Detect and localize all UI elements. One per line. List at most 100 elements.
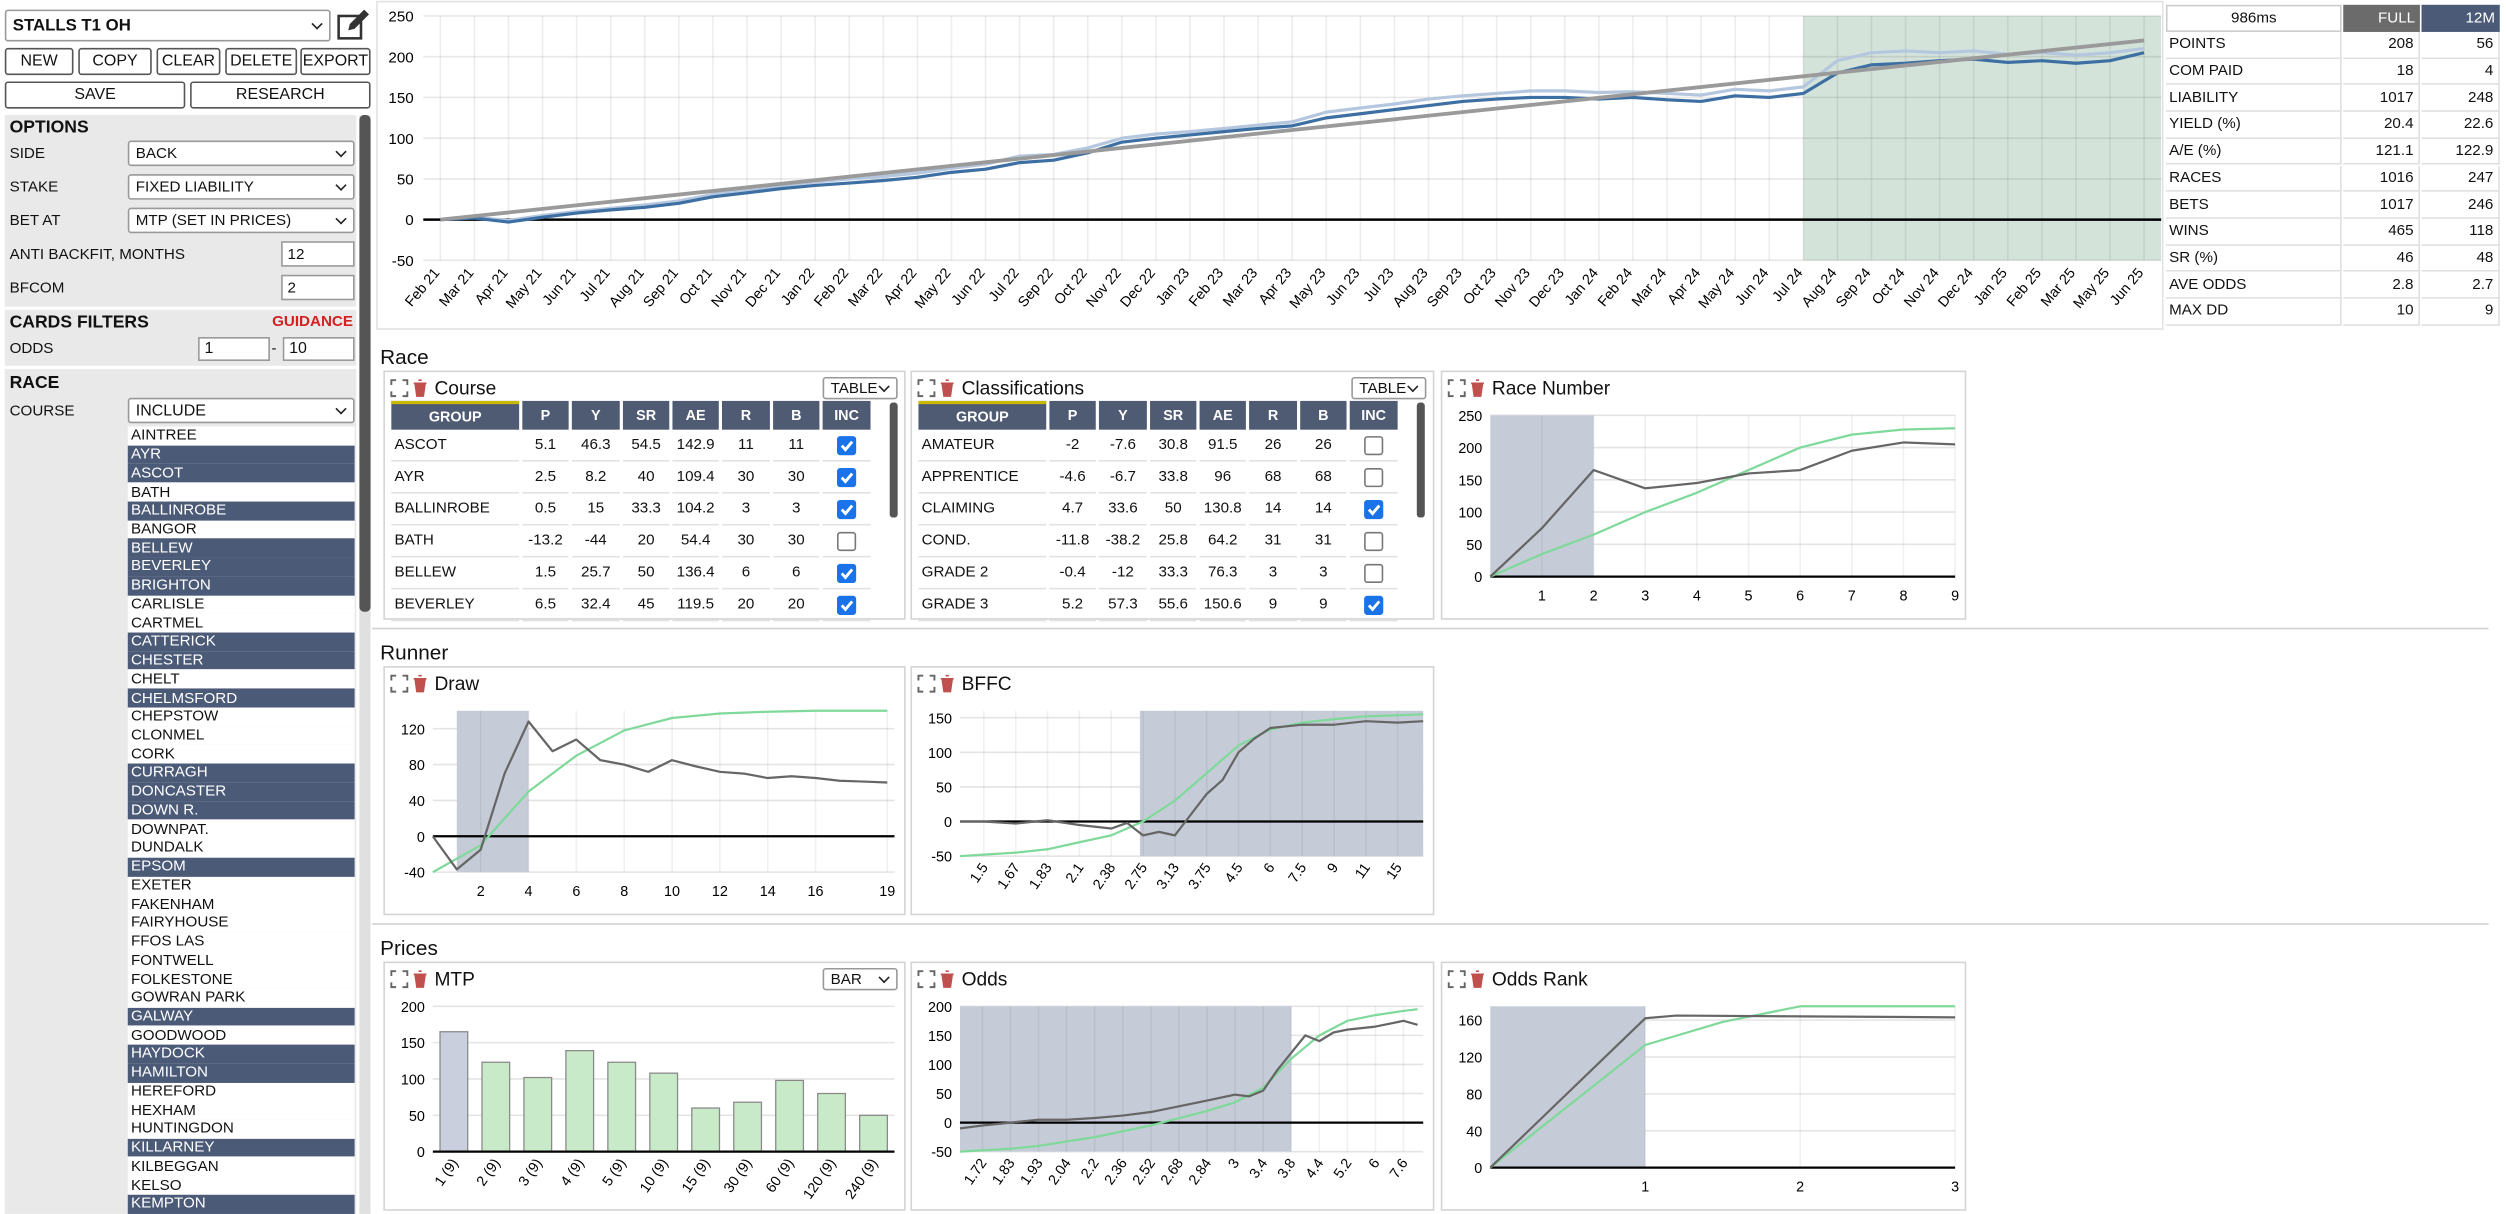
checkbox[interactable]: [1364, 563, 1384, 583]
delete-icon[interactable]: [940, 674, 954, 693]
course-option[interactable]: HUNTINGDON: [127, 1119, 355, 1139]
panel-icons[interactable]: [917, 379, 955, 398]
panel-icons[interactable]: [917, 970, 955, 989]
course-option[interactable]: KELSO: [127, 1175, 355, 1195]
course-option[interactable]: KEMPTON: [127, 1194, 355, 1214]
panel-icons[interactable]: [1447, 970, 1485, 989]
panel-icons[interactable]: [390, 379, 428, 398]
course-option[interactable]: KILBEGGAN: [127, 1157, 355, 1176]
course-option[interactable]: CURRAGH: [127, 763, 355, 783]
guidance-link[interactable]: GUIDANCE: [272, 313, 354, 331]
action-button[interactable]: SAVE: [4, 81, 186, 109]
input[interactable]: 10: [282, 337, 355, 361]
course-option[interactable]: CARLISLE: [127, 595, 355, 614]
course-option[interactable]: CHESTER: [127, 651, 355, 671]
checkbox[interactable]: [1364, 499, 1384, 519]
select[interactable]: MTP (SET IN PRICES): [127, 207, 355, 234]
panel-icons[interactable]: [917, 674, 955, 693]
checkbox[interactable]: [1364, 467, 1384, 487]
course-option[interactable]: BELLEW: [127, 538, 355, 558]
course-option[interactable]: GOODWOOD: [127, 1026, 355, 1045]
course-option[interactable]: ASCOT: [127, 463, 355, 483]
course-option[interactable]: CLONMEL: [127, 726, 355, 745]
course-option[interactable]: CHEPSTOW: [127, 707, 355, 727]
panel-icons[interactable]: [390, 674, 428, 693]
expand-icon[interactable]: [390, 674, 409, 693]
panel-icons[interactable]: [1447, 970, 1485, 989]
course-option[interactable]: FAIRYHOUSE: [127, 913, 355, 933]
action-button[interactable]: COPY: [78, 47, 152, 76]
course-option[interactable]: BALLINROBE: [127, 501, 355, 521]
scrollbar-thumb[interactable]: [359, 115, 371, 612]
course-option[interactable]: HAMILTON: [127, 1063, 355, 1083]
course-option[interactable]: DONCASTER: [127, 782, 355, 802]
course-option[interactable]: CARTMEL: [127, 613, 355, 633]
delete-icon[interactable]: [1471, 970, 1484, 988]
action-button[interactable]: EXPORT: [300, 47, 371, 76]
course-option[interactable]: BEVERLEY: [127, 557, 355, 577]
course-option[interactable]: KILLARNEY: [127, 1138, 355, 1158]
course-option[interactable]: FONTWELL: [127, 951, 355, 970]
course-option[interactable]: AYR: [127, 445, 355, 464]
select[interactable]: FIXED LIABILITY: [127, 174, 355, 200]
panel-icons[interactable]: [917, 379, 955, 398]
course-option[interactable]: BANGOR: [127, 520, 355, 539]
checkbox[interactable]: [836, 499, 857, 519]
panel-icons[interactable]: [390, 970, 428, 989]
expand-icon[interactable]: [917, 674, 936, 693]
course-option[interactable]: DOWN R.: [127, 801, 355, 820]
course-option[interactable]: DUNDALK: [127, 838, 355, 858]
course-option[interactable]: CORK: [127, 744, 355, 764]
checkbox[interactable]: [1364, 435, 1384, 455]
expand-icon[interactable]: [390, 379, 409, 398]
course-option[interactable]: EPSOM: [127, 857, 355, 877]
strategy-select[interactable]: STALLS T1 OH: [4, 9, 331, 42]
delete-icon[interactable]: [413, 379, 427, 397]
select[interactable]: BACK: [127, 140, 355, 167]
scrollbar-thumb[interactable]: [1416, 402, 1425, 518]
delete-icon[interactable]: [1471, 379, 1484, 397]
action-button[interactable]: RESEARCH: [190, 81, 371, 109]
checkbox[interactable]: [1364, 531, 1384, 551]
course-option[interactable]: DOWNPAT.: [127, 819, 355, 839]
checkbox[interactable]: [836, 563, 857, 583]
expand-icon[interactable]: [1447, 379, 1466, 398]
delete-icon[interactable]: [413, 970, 427, 988]
expand-icon[interactable]: [917, 970, 936, 989]
input[interactable]: 12: [281, 241, 355, 267]
course-option[interactable]: GALWAY: [127, 1007, 355, 1027]
input[interactable]: 1: [198, 337, 270, 361]
course-option[interactable]: CHELT: [127, 670, 355, 689]
panel-icons[interactable]: [917, 674, 955, 693]
expand-icon[interactable]: [917, 379, 936, 398]
scrollbar-thumb[interactable]: [889, 402, 898, 518]
course-option[interactable]: BRIGHTON: [127, 576, 355, 596]
course-option[interactable]: GOWRAN PARK: [127, 988, 355, 1008]
delete-icon[interactable]: [413, 674, 427, 693]
checkbox[interactable]: [836, 467, 857, 487]
course-option[interactable]: AINTREE: [127, 426, 355, 446]
panel-icons[interactable]: [390, 674, 428, 693]
course-option[interactable]: HAYDOCK: [127, 1044, 355, 1064]
expand-icon[interactable]: [1447, 970, 1466, 989]
delete-icon[interactable]: [940, 379, 954, 397]
view-select[interactable]: TABLE: [1351, 376, 1427, 400]
checkbox[interactable]: [836, 435, 857, 455]
action-button[interactable]: CLEAR: [156, 47, 221, 76]
course-option[interactable]: FFOS LAS: [127, 932, 355, 952]
course-option[interactable]: HEREFORD: [127, 1082, 355, 1101]
checkbox[interactable]: [836, 594, 857, 615]
course-option[interactable]: FAKENHAM: [127, 894, 355, 914]
course-option[interactable]: FOLKESTONE: [127, 969, 355, 989]
checkbox[interactable]: [836, 531, 857, 551]
course-option[interactable]: BATH: [127, 482, 355, 502]
course-option[interactable]: CATTERICK: [127, 632, 355, 652]
course-option[interactable]: HEXHAM: [127, 1100, 355, 1120]
panel-icons[interactable]: [917, 970, 955, 989]
expand-icon[interactable]: [390, 970, 409, 989]
select[interactable]: INCLUDE: [127, 397, 355, 424]
panel-icons[interactable]: [1447, 379, 1485, 398]
checkbox[interactable]: [1364, 594, 1384, 615]
panel-icons[interactable]: [1447, 379, 1485, 398]
view-select[interactable]: BAR: [822, 967, 898, 991]
